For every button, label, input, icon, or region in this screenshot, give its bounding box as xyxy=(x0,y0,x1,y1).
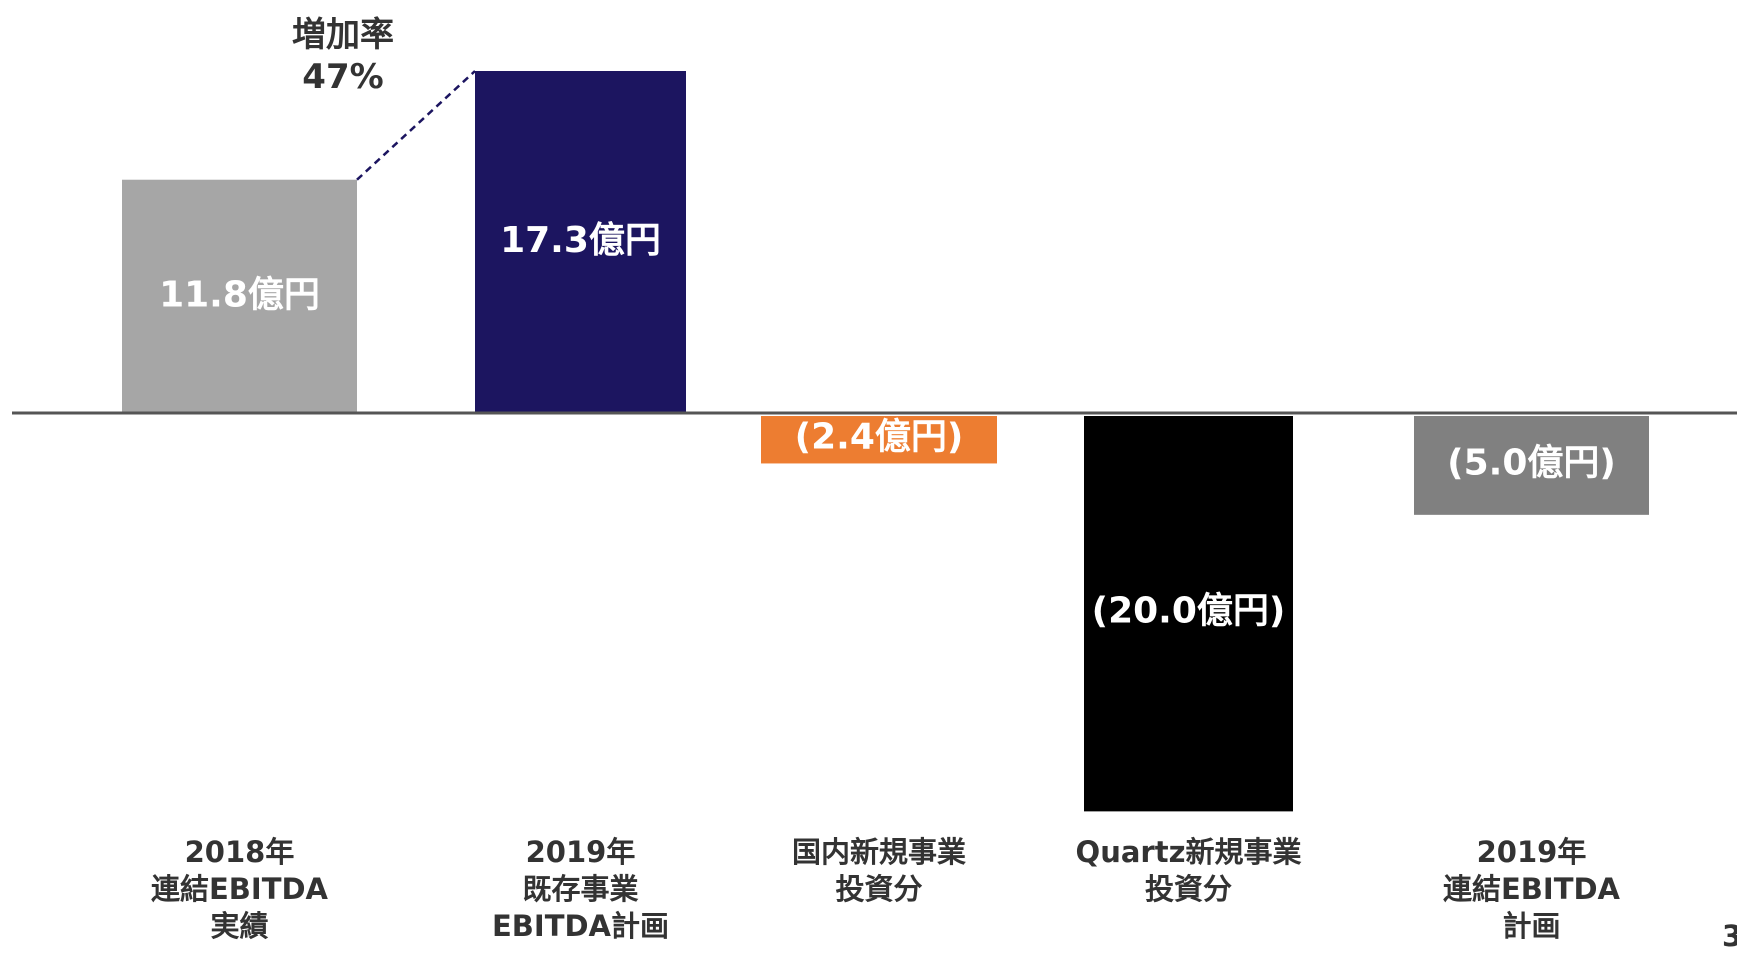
bar xyxy=(1084,416,1293,812)
bar xyxy=(1414,416,1649,515)
category-label: 国内新規事業 投資分 xyxy=(791,835,967,906)
value-label: 17.3億円 xyxy=(500,220,661,261)
bar xyxy=(122,179,357,413)
category-label: 2019年 既存事業 EBITDA計画 xyxy=(491,835,670,943)
value-label: (5.0億円) xyxy=(1447,442,1616,483)
connector xyxy=(356,70,476,181)
category-label: Quartz新規事業 投資分 xyxy=(1075,835,1302,906)
bar xyxy=(475,71,686,413)
value-label: 11.8億円 xyxy=(159,274,320,315)
value-label: (20.0億円) xyxy=(1092,591,1286,632)
page-number: 3 xyxy=(1722,919,1737,953)
annotation: 増加率 47% xyxy=(292,15,394,97)
value-label: (2.4億円) xyxy=(795,417,964,458)
category-label: 2019年 連結EBITDA 計画 xyxy=(1442,835,1621,943)
category-label: 2018年 連結EBITDA 実績 xyxy=(150,835,329,943)
bar xyxy=(761,416,997,464)
